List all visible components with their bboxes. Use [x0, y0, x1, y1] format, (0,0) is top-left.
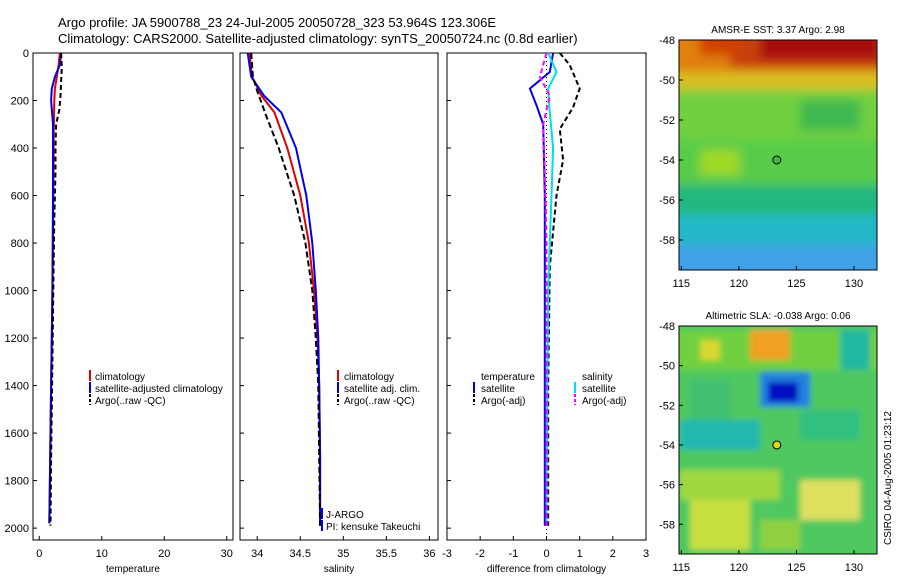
x-tick-label: 115	[673, 278, 691, 290]
sst-map-axes: AMSR-E SST: 3.37 Argo: 2.98 115 120 125 130 -…	[659, 25, 878, 290]
y-tick-label: -58	[659, 519, 675, 531]
y-tick-label: -56	[659, 480, 675, 492]
sla-map	[679, 326, 877, 554]
map-title: Altimetric SLA: -0.038 Argo: 0.06	[705, 311, 851, 322]
x-tick-label: 34	[251, 548, 263, 560]
x-tick-label: 125	[787, 562, 805, 574]
salinity-legend: climatology satellite adj. clim. Argo(..…	[321, 370, 420, 533]
legend-label: Argo(-adj)	[481, 396, 525, 407]
y-tick-label: 1000	[5, 286, 29, 298]
temperature-legend: climatology satellite-adjusted climatolo…	[89, 370, 223, 407]
y-tick-label: 0	[23, 48, 29, 60]
x-tick-label: 0	[36, 548, 42, 560]
x-tick-label: 34.5	[290, 548, 311, 560]
x-tick-label: 36	[423, 548, 435, 560]
legend-label: climatology	[344, 372, 394, 383]
x-axis-label: difference from climatology	[487, 564, 606, 575]
legend-label: salinity	[582, 372, 613, 383]
sla-argo-marker	[772, 440, 782, 450]
figure-title-line2: Climatology: CARS2000. Satellite-adjuste…	[58, 31, 578, 46]
x-tick-label: 35.5	[376, 548, 397, 560]
legend-label: Argo(-adj)	[582, 396, 626, 407]
legend-label: satellite-adjusted climatology	[95, 384, 223, 395]
x-tick-label: 125	[787, 278, 805, 290]
sla-map-axes: Altimetric SLA: -0.038 Argo: 0.06 115 120 1…	[659, 311, 878, 574]
credit-program: J-ARGO	[326, 510, 364, 521]
temperature-panel: 0 10 20 30 0 200 400 600 800 1000 1200 1400 1600 1800…	[5, 48, 234, 575]
sst-argo-marker	[772, 155, 782, 165]
legend-label: temperature	[481, 372, 535, 383]
y-tick-label: 1800	[5, 476, 29, 488]
y-tick-label: -58	[659, 235, 675, 247]
x-tick-label: -3	[442, 548, 452, 560]
y-tick-label: 600	[11, 191, 29, 203]
x-tick-label: 115	[673, 562, 691, 574]
difference-panel: -3 -2 -1 0 1 2 3 difference from climatology	[442, 52, 649, 575]
y-tick-label: -48	[659, 35, 675, 47]
y-tick-label: 1200	[5, 333, 29, 345]
y-tick-label: -52	[659, 400, 675, 412]
series-line-2	[545, 52, 558, 526]
x-axis-label: salinity	[324, 564, 355, 575]
map-title: AMSR-E SST: 3.37 Argo: 2.98	[711, 25, 845, 36]
x-tick-label: -2	[475, 548, 485, 560]
y-tick-label: 1400	[5, 381, 29, 393]
y-tick-label: 1600	[5, 428, 29, 440]
series-line-2	[49, 52, 63, 526]
series-line-3	[538, 52, 551, 526]
y-tick-label: 800	[11, 238, 29, 250]
series-line-2	[250, 52, 322, 526]
credit-pi: PI: kensuke Takeuchi	[326, 522, 420, 533]
plot-frame	[32, 52, 234, 541]
y-tick-label: -50	[659, 75, 675, 87]
x-tick-label: 10	[96, 548, 108, 560]
y-tick-label: -48	[659, 321, 675, 333]
y-tick-label: -54	[659, 440, 675, 452]
legend-label: climatology	[95, 372, 145, 383]
x-tick-label: 1	[577, 548, 583, 560]
x-axis-label: temperature	[106, 564, 160, 575]
y-tick-label: -52	[659, 115, 675, 127]
x-tick-label: 35	[337, 548, 349, 560]
difference-legend: temperature satellite Argo(-adj) salinit…	[473, 372, 626, 407]
y-tick-label: 200	[11, 96, 29, 108]
x-tick-label: 20	[158, 548, 170, 560]
x-tick-label: 130	[845, 562, 863, 574]
y-tick-label: -54	[659, 155, 675, 167]
x-tick-label: 30	[221, 548, 233, 560]
map-frame	[678, 39, 878, 271]
x-tick-label: 130	[845, 278, 863, 290]
legend-label: Argo(..raw -QC)	[95, 396, 166, 407]
salinity-panel: 34 34.5 35 35.5 36 salinity	[239, 52, 439, 575]
map-frame	[678, 325, 878, 555]
series-line-1	[547, 52, 581, 526]
x-tick-label: 0	[543, 548, 549, 560]
legend-label: satellite adj. clim.	[344, 384, 420, 395]
x-tick-label: 3	[643, 548, 649, 560]
legend-label: satellite	[481, 384, 515, 395]
sst-map	[679, 40, 877, 270]
x-tick-label: 120	[730, 562, 748, 574]
y-tick-label: -50	[659, 361, 675, 373]
csiro-timestamp: CSIRO 04-Aug-2005 01:23:12	[883, 411, 894, 545]
y-tick-label: 400	[11, 143, 29, 155]
x-tick-label: -1	[508, 548, 518, 560]
legend-label: satellite	[582, 384, 616, 395]
y-tick-label: 2000	[5, 523, 29, 535]
x-tick-label: 120	[730, 278, 748, 290]
legend-label: Argo(..raw -QC)	[344, 396, 415, 407]
figure-title-line1: Argo profile: JA 5900788_23 24-Jul-2005 …	[58, 15, 496, 30]
y-tick-label: -56	[659, 195, 675, 207]
x-tick-label: 2	[610, 548, 616, 560]
